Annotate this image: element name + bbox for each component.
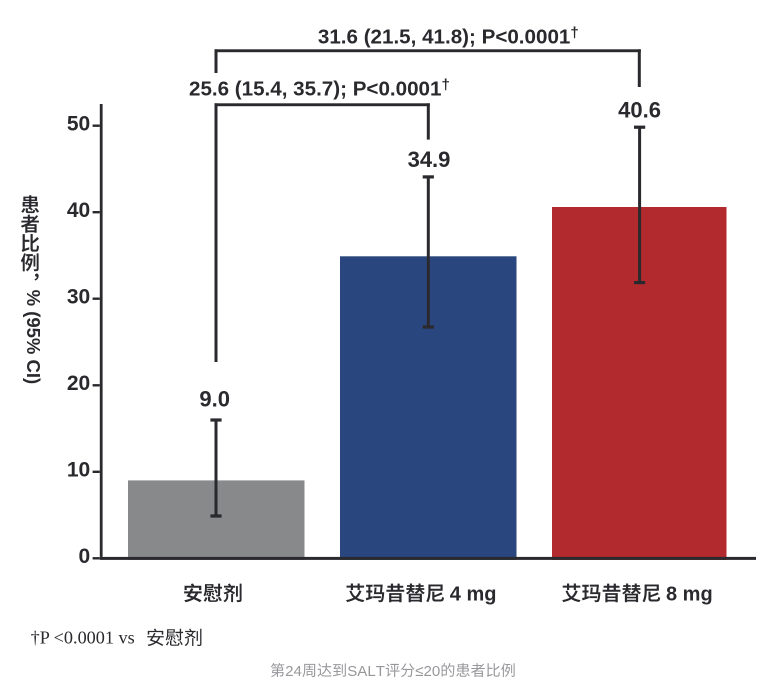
svg-text:40: 40 <box>67 199 90 222</box>
svg-text:8 mg: 8 mg <box>666 584 713 606</box>
svg-text:L: L <box>367 663 375 680</box>
svg-text:4: 4 <box>294 663 302 680</box>
svg-text:9.0: 9.0 <box>199 386 230 411</box>
svg-text:S: S <box>347 663 357 680</box>
svg-text:25.6 (15.4, 35.7); P<0.0001†: 25.6 (15.4, 35.7); P<0.0001† <box>189 76 450 100</box>
svg-text:A: A <box>357 663 368 680</box>
svg-text:0: 0 <box>79 545 91 568</box>
svg-text:50: 50 <box>67 112 90 135</box>
svg-text:4 mg: 4 mg <box>450 584 497 606</box>
svg-text:30: 30 <box>67 285 90 308</box>
svg-text:†P <0.0001 vs: †P <0.0001 vs <box>31 628 135 648</box>
svg-text:10: 10 <box>67 459 90 482</box>
svg-text:31.6 (21.5, 41.8); P<0.0001†: 31.6 (21.5, 41.8); P<0.0001† <box>318 25 579 49</box>
svg-text:2: 2 <box>285 663 293 680</box>
svg-text:34.9: 34.9 <box>408 147 451 172</box>
svg-text:0: 0 <box>432 663 440 680</box>
svg-text:40.6: 40.6 <box>618 98 661 123</box>
svg-text:≤: ≤ <box>415 663 423 680</box>
svg-text:% (95% CI): % (95% CI) <box>23 290 44 385</box>
svg-text:2: 2 <box>424 663 432 680</box>
svg-text:T: T <box>376 663 385 680</box>
svg-text:20: 20 <box>67 372 90 395</box>
